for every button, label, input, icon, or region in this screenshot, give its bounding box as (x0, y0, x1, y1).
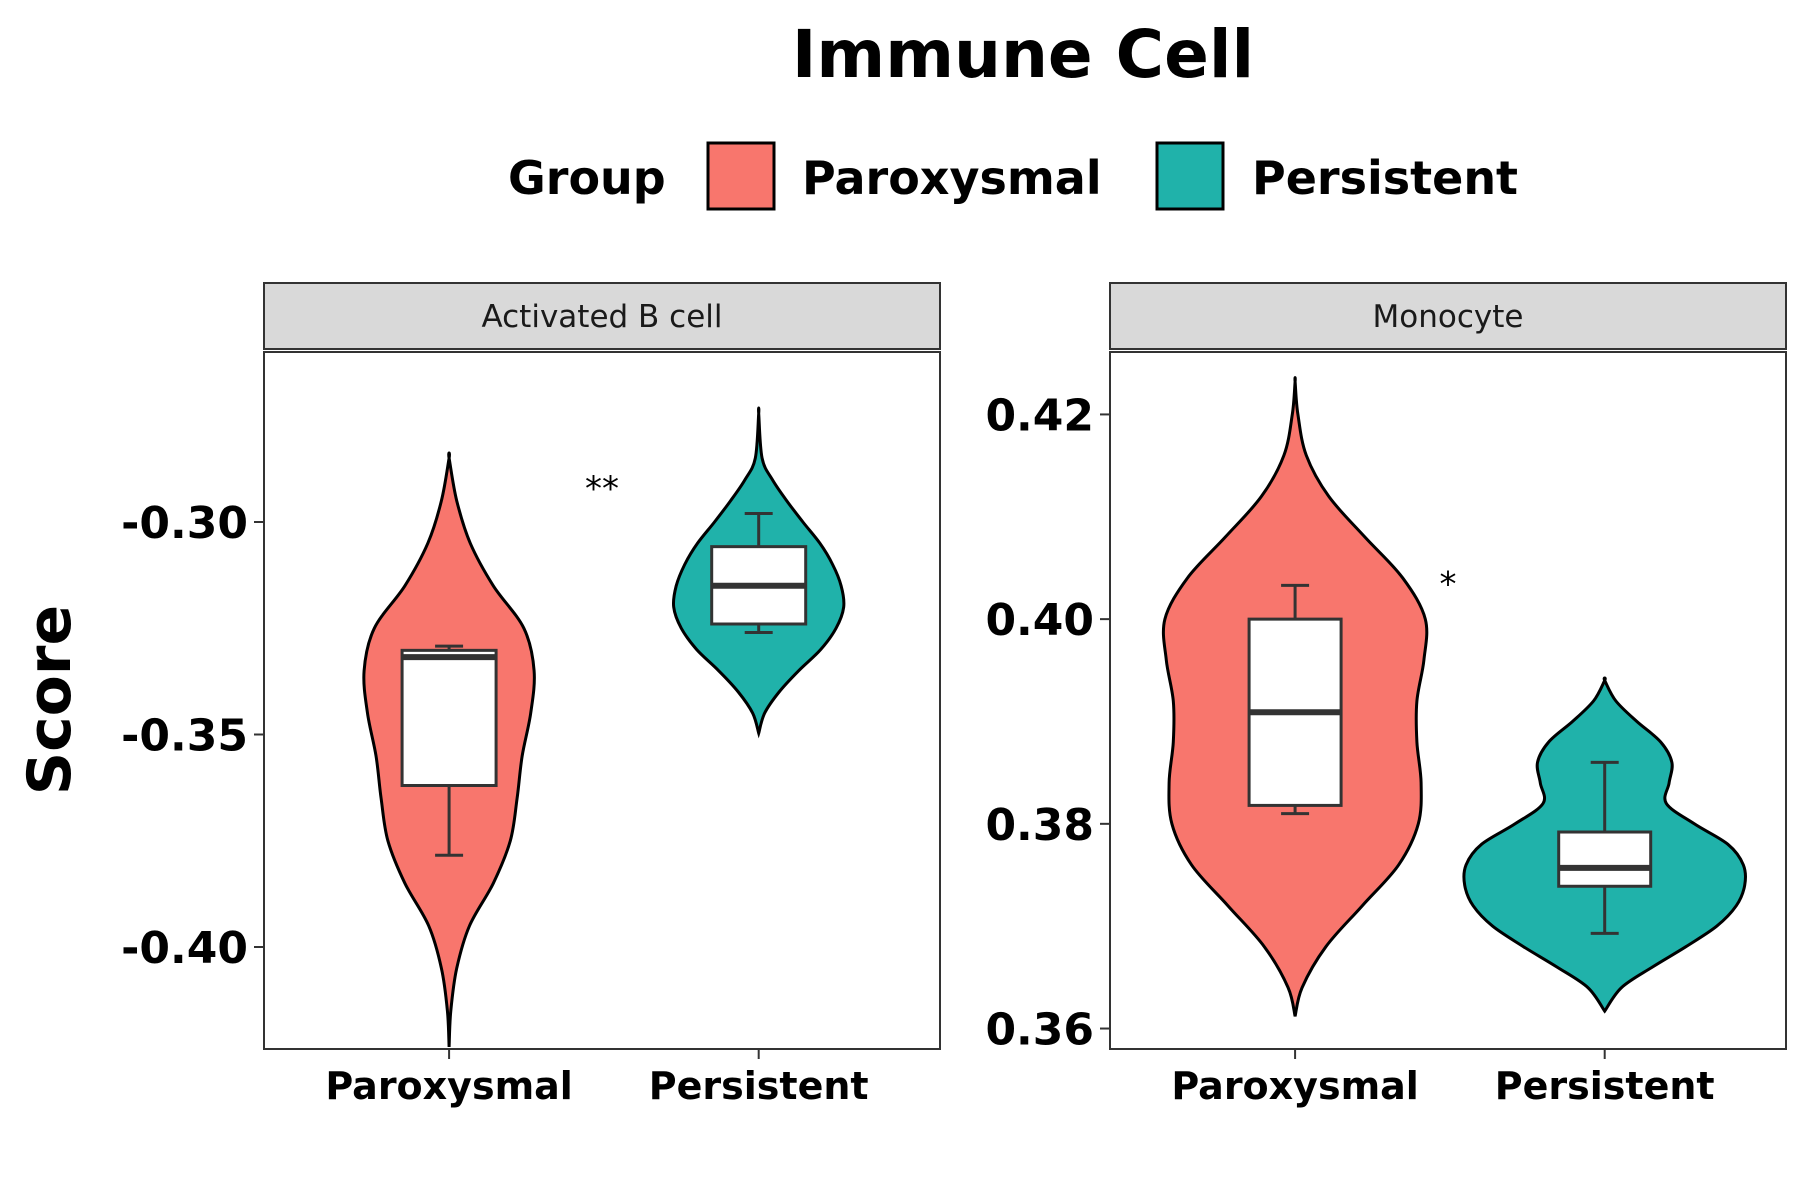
x-tick-label: Paroxysmal (1171, 1064, 1418, 1108)
chart-title: Immune Cell (792, 16, 1254, 93)
significance-label: ** (585, 469, 619, 509)
y-tick-label: 0.38 (985, 800, 1094, 851)
strip-background (1109, 282, 1787, 350)
strip-label: Activated B cell (481, 299, 722, 335)
plot-area-border (263, 351, 941, 1050)
y-tick-label: 0.42 (985, 390, 1094, 441)
legend-label-paroxysmal: Paroxysmal (802, 151, 1102, 205)
strip-background (263, 282, 941, 350)
panel-marks: 0.42 0.40 0.38 0.36 Paroxysmal Persistent * (985, 376, 1748, 1108)
legend-swatch-persistent (1155, 141, 1225, 211)
x-tick-label: Paroxysmal (325, 1064, 572, 1108)
y-tick-label: -0.35 (121, 711, 248, 762)
legend-swatch-paroxysmal (706, 141, 776, 211)
panel-activated-b-cell: Activated B cell -0.30 -0.35 -0.40 Paroxysm… (121, 282, 941, 1108)
plot-area-border (1109, 351, 1787, 1050)
panel-marks: -0.30 -0.35 -0.40 Paroxysmal Persistent ** (121, 406, 869, 1108)
strip-label: Monocyte (1373, 299, 1524, 335)
x-tick-label: Persistent (1495, 1064, 1715, 1108)
significance-label: * (1440, 564, 1457, 604)
y-axis-label: Score (15, 605, 85, 795)
legend: Group Paroxysmal Persistent (508, 141, 1518, 211)
panel-monocyte: Monocyte 0.42 0.40 0.38 0.36 Paroxysmal Persi… (985, 282, 1787, 1108)
y-tick-label: 0.40 (985, 595, 1094, 646)
legend-title: Group (508, 151, 666, 205)
legend-label-persistent: Persistent (1252, 151, 1518, 205)
y-tick-label: -0.30 (121, 498, 248, 549)
y-tick-label: -0.40 (121, 923, 248, 974)
x-tick-label: Persistent (649, 1064, 869, 1108)
box-persistent (1557, 830, 1653, 888)
y-tick-label: 0.36 (985, 1005, 1094, 1056)
box-paroxysmal (400, 648, 498, 787)
